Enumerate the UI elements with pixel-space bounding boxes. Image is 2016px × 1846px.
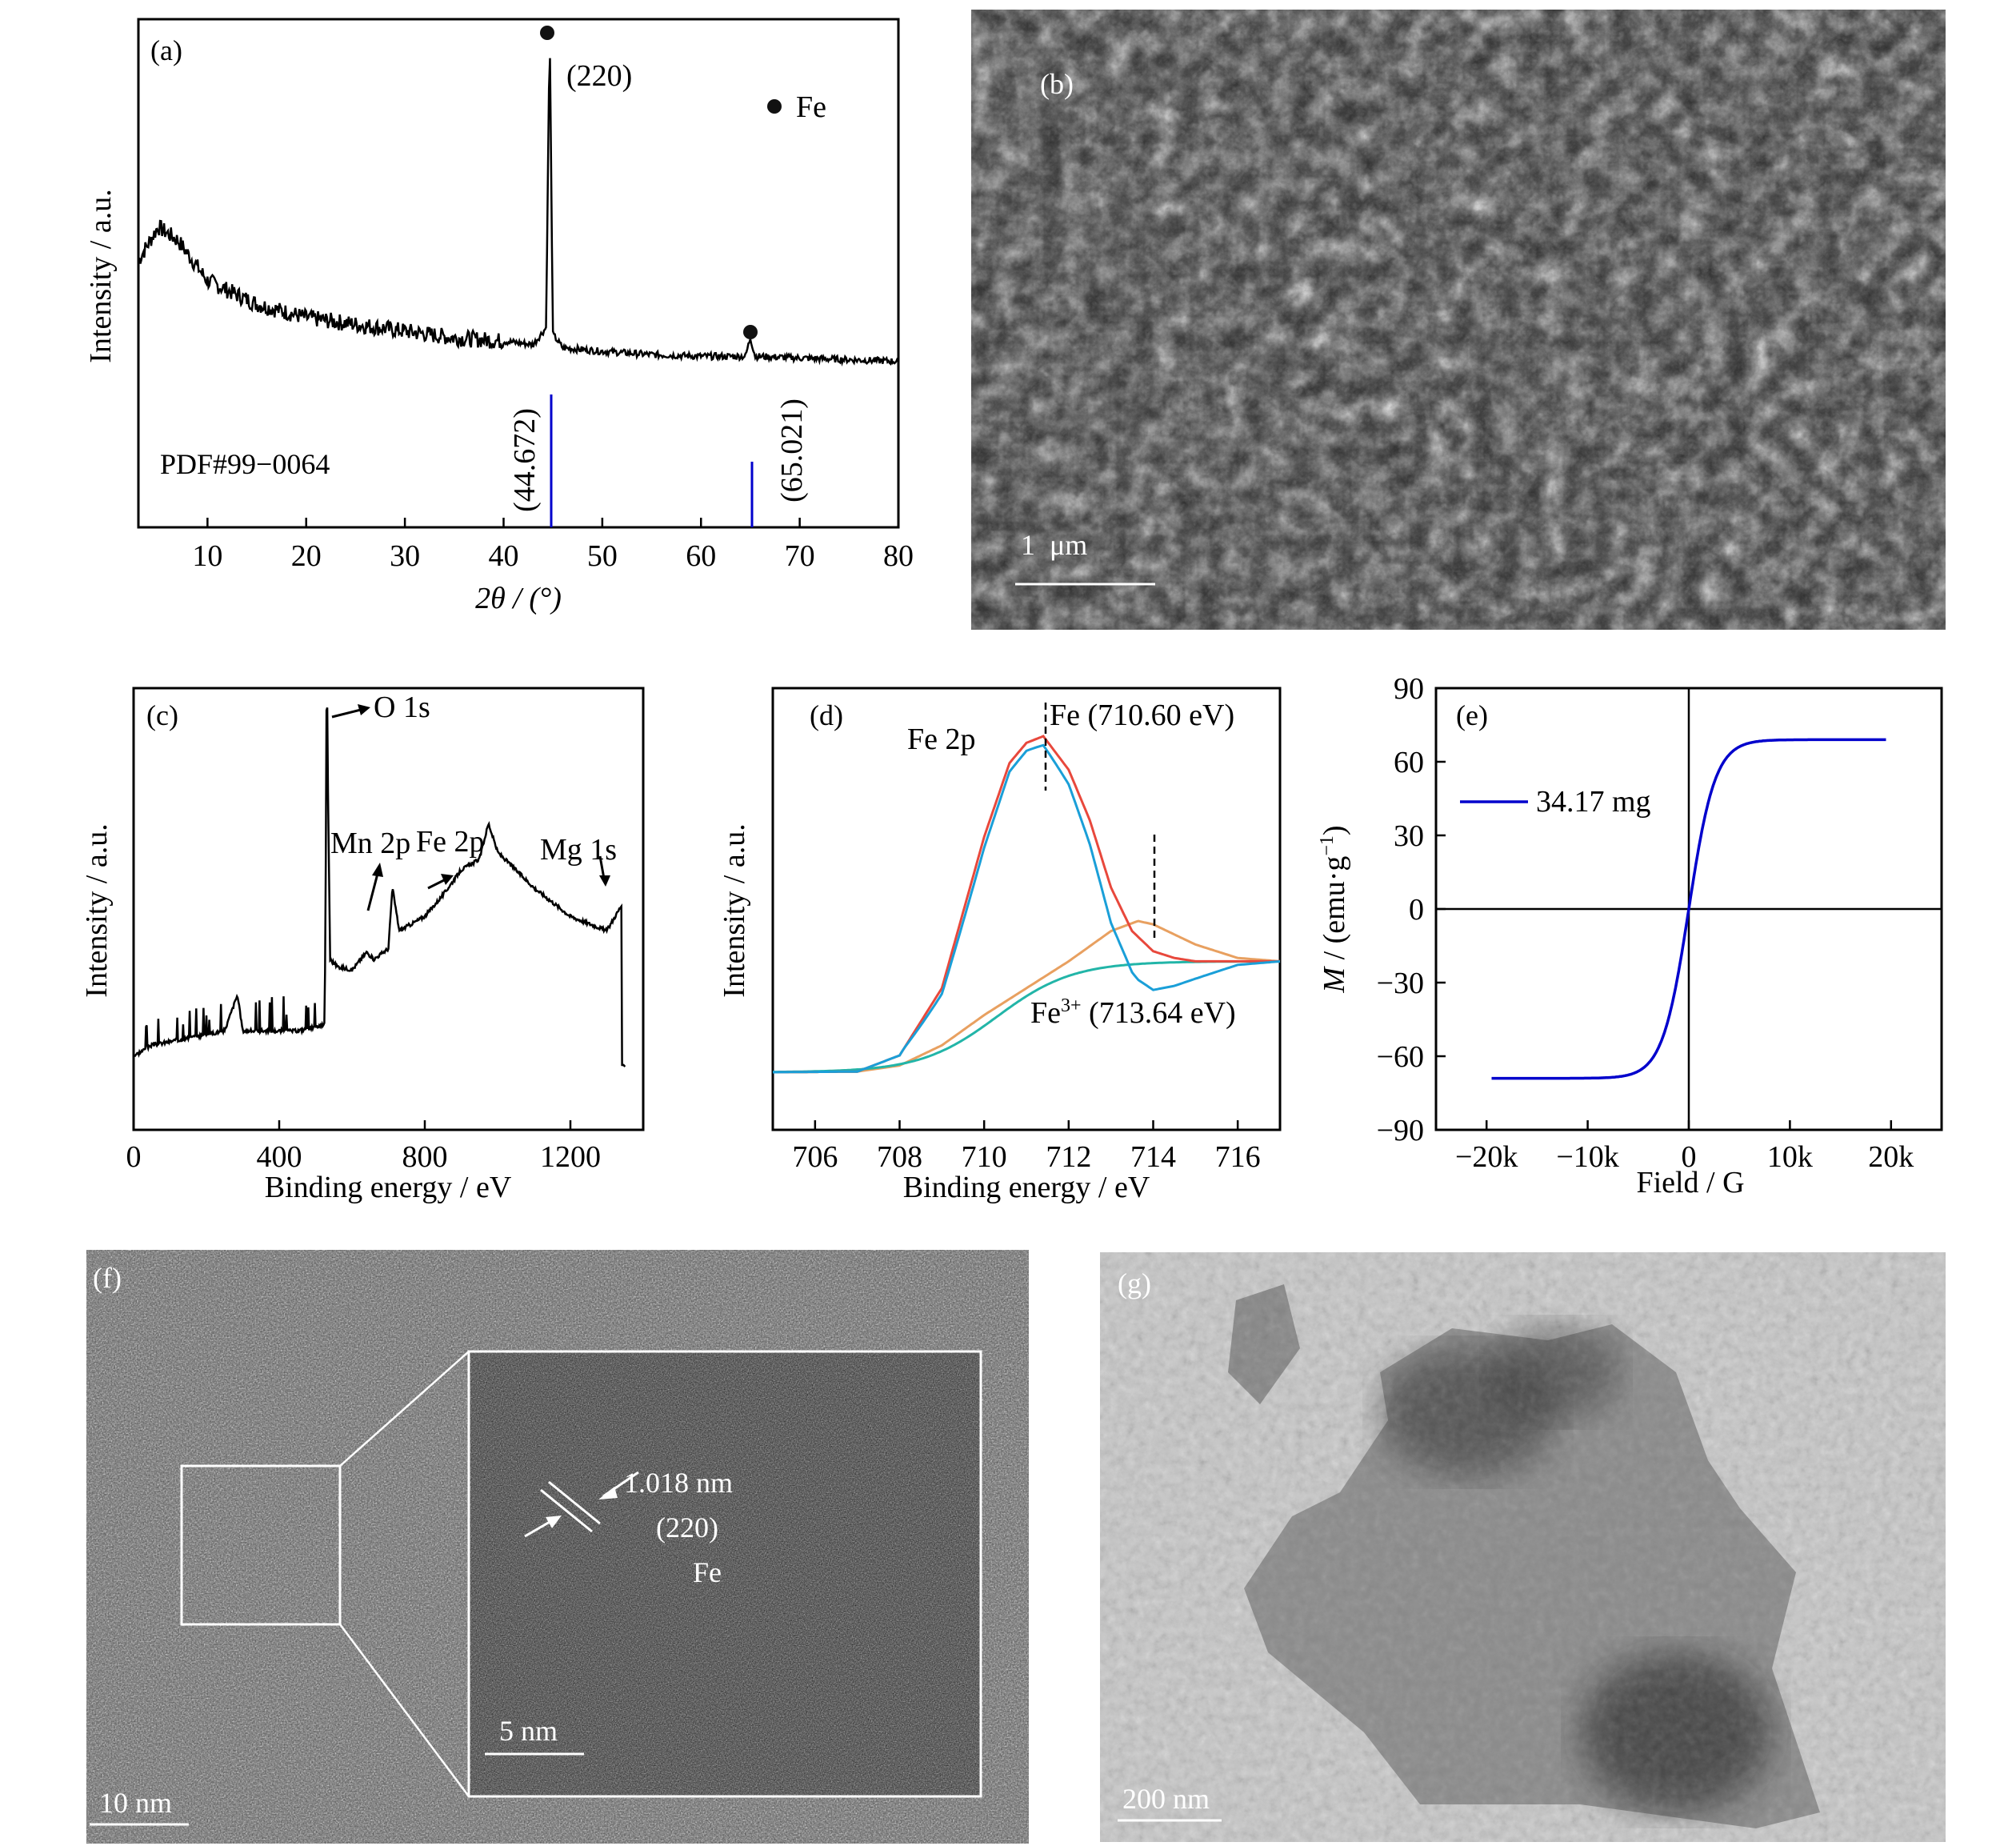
x-tick-label: 10k — [1767, 1140, 1813, 1174]
x-tick-label: −20k — [1455, 1140, 1518, 1174]
legend-marker — [767, 99, 782, 114]
x-ticks: 10 20 30 40 50 60 70 80 — [192, 518, 914, 573]
axes-frame — [132, 687, 645, 1131]
x-axis-label: Binding energy / eV — [903, 1171, 1150, 1204]
panel-c-xps-survey-chart: (c) Intensity / a.u. Binding energy / eV… — [80, 687, 645, 1204]
x-tick-label: 40 — [488, 539, 518, 573]
panel-d-xps-fe2p-chart: (d) Intensity / a.u. Binding energy / eV… — [718, 687, 1282, 1204]
x-tick-label: 400 — [257, 1140, 302, 1174]
inset-scale-bar-label: 5 nm — [499, 1715, 558, 1747]
annotation-o1s: O 1s — [374, 691, 430, 724]
y-tick-label: 60 — [1394, 746, 1424, 779]
y-tick-label: −90 — [1377, 1114, 1424, 1147]
x-ticks: 706 708 710 712 714 716 — [792, 1120, 1261, 1174]
x-tick-label: 50 — [587, 539, 618, 573]
x-tick-label: 20k — [1868, 1140, 1914, 1174]
x-tick-label: 710 — [962, 1140, 1007, 1174]
x-axis-label: Binding energy / eV — [265, 1171, 512, 1204]
annotation-mg1s: Mg 1s — [540, 833, 617, 867]
peak-marker-220 — [540, 26, 554, 40]
panel-e-magnetization-chart: (e) M / (emu·g−1) Field / G −20k −10k 0 10k… — [1317, 672, 1943, 1199]
lattice-spacing-label: 1.018 nm — [624, 1467, 734, 1499]
panel-label: (e) — [1456, 699, 1488, 731]
x-tick-label: 708 — [877, 1140, 922, 1174]
x-tick-label: 706 — [792, 1140, 838, 1174]
magnetization-curve — [1491, 738, 1886, 1080]
panel-g-tem-image: (g) 200 nm — [1100, 1252, 1946, 1842]
x-tick-label: 800 — [402, 1140, 448, 1174]
y-tick-label: 90 — [1394, 672, 1424, 706]
peak-marker-65 — [743, 325, 758, 339]
panel-label: (g) — [1118, 1267, 1151, 1299]
panel-label: (d) — [810, 699, 843, 731]
y-tick-label: −60 — [1377, 1040, 1424, 1074]
legend-label: Fe — [796, 90, 826, 124]
peak-label-fe: Fe (710.60 eV) — [1050, 699, 1234, 732]
panel-label: (a) — [150, 34, 182, 66]
annotation-fe2p: Fe 2p — [416, 825, 485, 859]
y-axis-label: M / (emu·g−1) — [1317, 825, 1351, 993]
reference-label-65: (65.021) — [775, 398, 809, 503]
x-tick-label: 80 — [883, 539, 914, 573]
scale-bar-label: 10 nm — [99, 1787, 173, 1819]
x-tick-label: 712 — [1046, 1140, 1091, 1174]
x-tick-label: 0 — [1682, 1140, 1697, 1174]
peak-label-fe3: Fe3+ (713.64 eV) — [1030, 995, 1236, 1030]
panel-label: (c) — [146, 699, 178, 731]
panel-f-hrtem-image: (f) 1.018 nm (220) Fe 5 nm 10 nm — [86, 1250, 1029, 1844]
y-tick-label: 0 — [1409, 893, 1424, 927]
y-axis-label: Intensity / a.u. — [80, 823, 114, 997]
scale-bar-label: 1 μm — [1021, 529, 1088, 561]
xps-survey-line — [132, 707, 626, 1067]
legend-label: 34.17 mg — [1536, 785, 1651, 819]
x-tick-label: 20 — [291, 539, 322, 573]
x-tick-label: 70 — [785, 539, 815, 573]
x-tick-label: 0 — [126, 1140, 142, 1174]
panel-label: (f) — [93, 1262, 122, 1294]
x-tick-label: −10k — [1556, 1140, 1618, 1174]
x-axis-label: 2θ / (°) — [475, 582, 562, 615]
x-tick-label: 714 — [1130, 1140, 1176, 1174]
scale-bar-label: 200 nm — [1122, 1783, 1210, 1815]
x-tick-label: 30 — [390, 539, 420, 573]
peak-label-220: (220) — [566, 59, 632, 93]
lattice-plane-label: (220) — [656, 1512, 718, 1544]
panel-label: (b) — [1040, 68, 1074, 100]
axes-frame — [137, 18, 900, 529]
panel-b-sem-image: (b) 1 μm — [971, 10, 1946, 630]
y-axis-label: Intensity / a.u. — [84, 189, 118, 362]
x-tick-label: 60 — [686, 539, 716, 573]
fe-fit-line — [773, 743, 1281, 1074]
x-axis-label: Field / G — [1636, 1166, 1744, 1199]
x-tick-label: 1200 — [540, 1140, 601, 1174]
x-ticks: 0 400 800 1200 — [126, 1120, 601, 1174]
spectrum-title: Fe 2p — [907, 723, 976, 756]
reference-label-44: (44.672) — [508, 408, 542, 512]
y-axis-label: Intensity / a.u. — [718, 823, 751, 997]
y-tick-label: 30 — [1394, 819, 1424, 853]
panel-a-xrd-chart: (a) Intensity / a.u. 2θ / (°) 10 20 30 40 50… — [84, 18, 914, 615]
x-tick-label: 716 — [1215, 1140, 1261, 1174]
axis-ticks: −20k −10k 0 10k 20k 90 60 30 0 −30 −60 −90 — [1377, 672, 1914, 1174]
axes-frame — [771, 687, 1282, 1131]
xrd-pattern-line — [137, 58, 899, 367]
annotation-mn2p: Mn 2p — [330, 827, 410, 860]
y-tick-label: −30 — [1377, 967, 1424, 1000]
reference-card-label: PDF#99−0064 — [160, 448, 330, 480]
lattice-element-label: Fe — [693, 1556, 722, 1588]
x-tick-label: 10 — [192, 539, 222, 573]
